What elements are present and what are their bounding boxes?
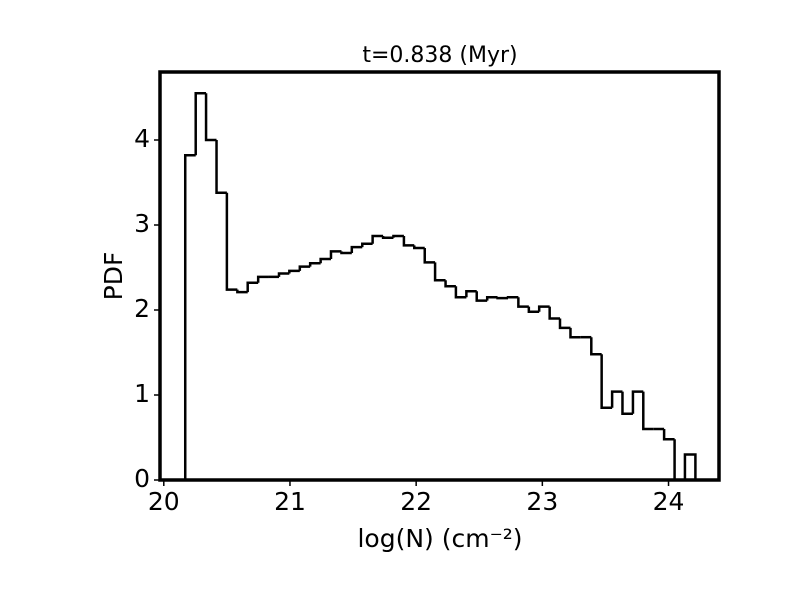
histogram-step — [215, 140, 227, 194]
histogram-step — [517, 297, 529, 308]
x-tick-label: 20 — [148, 487, 180, 516]
histogram-step — [537, 305, 550, 312]
histogram-step — [308, 262, 321, 267]
histogram-step — [402, 236, 415, 247]
histogram-step — [423, 247, 436, 264]
histogram-step — [236, 289, 248, 294]
histogram-step — [590, 337, 602, 356]
histogram-step — [204, 93, 217, 142]
histogram-step — [256, 275, 269, 283]
x-tick-label: 22 — [400, 487, 432, 516]
chart-title: t=0.838 (Myr) — [362, 43, 517, 68]
plot-frame — [158, 70, 721, 482]
x-tick-label: 24 — [653, 487, 685, 516]
histogram-step — [642, 391, 654, 431]
histogram-step — [329, 250, 342, 259]
histogram-step — [392, 234, 404, 238]
histogram-step — [371, 234, 384, 244]
histogram-step — [631, 390, 644, 414]
histogram-step — [610, 390, 623, 408]
histogram-step — [485, 296, 498, 301]
histogram-step — [433, 262, 446, 282]
histogram-step — [465, 290, 477, 298]
histogram-step — [246, 281, 259, 293]
y-tick-label: 1 — [134, 379, 150, 408]
x-tick-label: 21 — [274, 487, 306, 516]
histogram-step — [662, 429, 675, 441]
y-tick-label: 0 — [134, 464, 150, 493]
histogram-step — [340, 251, 352, 255]
y-tick-label: 4 — [134, 124, 150, 153]
histogram-step — [621, 391, 633, 415]
histogram-step — [548, 306, 561, 320]
histogram-step — [496, 296, 509, 300]
histogram-step — [350, 245, 363, 254]
y-tick-label: 2 — [134, 294, 150, 323]
y-axis-label: PDF — [99, 252, 128, 301]
histogram-step — [225, 192, 238, 291]
histogram-step — [600, 354, 613, 409]
histogram-step — [673, 439, 685, 482]
histogram-step — [381, 236, 394, 239]
histogram-step — [558, 318, 571, 330]
histogram-step — [319, 257, 331, 264]
histogram-step — [569, 327, 581, 339]
histogram-step — [194, 92, 207, 156]
histogram-step — [683, 453, 697, 480]
histogram-step — [527, 306, 540, 313]
histogram-step — [298, 265, 311, 271]
histogram-step — [454, 286, 467, 299]
histogram-step — [413, 245, 425, 250]
histogram-step — [277, 272, 290, 277]
histogram-step — [506, 296, 519, 299]
y-tick-label: 3 — [134, 209, 150, 238]
histogram-step — [288, 269, 300, 274]
histogram-step — [361, 242, 373, 248]
histogram-step — [444, 280, 456, 288]
histogram-step — [183, 154, 196, 480]
histogram-step — [475, 291, 488, 302]
x-axis-label: log(N) (cm⁻²) — [357, 524, 522, 553]
x-tick-label: 23 — [526, 487, 558, 516]
